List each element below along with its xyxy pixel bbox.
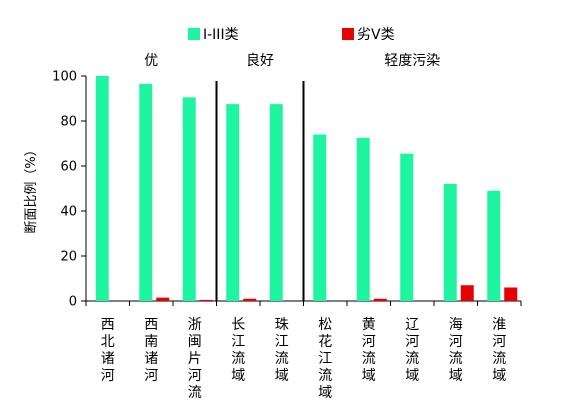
bar-class-1-3 <box>487 190 501 301</box>
y-axis-label: 断面比例（%） <box>24 143 39 233</box>
x-category-label: 流 <box>405 351 419 367</box>
x-category-label: 域 <box>362 368 376 384</box>
legend-label: I-III类 <box>203 27 239 43</box>
x-category-label: 江 <box>275 334 289 350</box>
y-tick-label: 80 <box>60 115 77 130</box>
y-tick-label: 60 <box>60 160 77 175</box>
x-category-label: 南 <box>144 334 158 350</box>
group-label: 轻度污染 <box>384 53 440 69</box>
x-category-label: 北 <box>101 334 115 350</box>
x-category-label: 河 <box>101 368 115 384</box>
bar-class-1-3 <box>313 134 327 301</box>
x-category-label: 诸 <box>144 351 158 367</box>
x-category-label: 域 <box>318 385 332 401</box>
bar-class-1-3 <box>182 97 196 301</box>
x-category-label: 河 <box>362 334 376 350</box>
x-category-label: 流 <box>362 351 376 367</box>
x-category-label: 域 <box>492 368 506 384</box>
y-tick-label: 20 <box>60 250 77 265</box>
x-category-label: 松 <box>318 317 332 333</box>
x-category-label: 河 <box>405 334 419 350</box>
bar-class-1-3 <box>95 76 109 301</box>
x-category-label: 河 <box>449 334 463 350</box>
bar-class-1-3 <box>226 104 240 301</box>
y-tick-label: 40 <box>60 205 77 220</box>
x-category-label: 辽 <box>405 317 419 333</box>
y-tick-label: 100 <box>52 70 77 85</box>
group-label: 优 <box>144 53 158 69</box>
bar-class-1-3 <box>400 153 414 301</box>
x-category-label: 江 <box>318 351 332 367</box>
bar-class-1-3 <box>269 104 283 301</box>
x-category-label: 域 <box>449 368 463 384</box>
x-category-label: 海 <box>449 317 463 333</box>
x-category-label: 淮 <box>492 317 506 333</box>
x-category-label: 浙 <box>188 317 202 333</box>
x-category-label: 闽 <box>188 334 202 350</box>
bar-class-worse-5 <box>199 299 213 301</box>
legend-swatch <box>188 28 200 40</box>
x-category-label: 河 <box>144 368 158 384</box>
x-category-label: 西 <box>144 317 158 333</box>
x-category-label: 花 <box>318 334 332 350</box>
y-tick-label: 0 <box>69 295 77 310</box>
group-label: 良好 <box>246 53 274 69</box>
x-category-label: 江 <box>231 334 245 350</box>
bar-class-worse-5 <box>373 298 387 301</box>
bar-class-worse-5 <box>504 287 518 301</box>
x-category-label: 珠 <box>275 317 289 333</box>
x-category-label: 流 <box>275 351 289 367</box>
bar-class-worse-5 <box>156 297 170 301</box>
x-category-label: 域 <box>231 368 245 384</box>
x-category-label: 西 <box>101 317 115 333</box>
x-category-label: 域 <box>275 368 289 384</box>
x-category-label: 流 <box>492 351 506 367</box>
bar-class-1-3 <box>139 83 153 301</box>
x-category-label: 流 <box>188 385 202 401</box>
x-category-label: 流 <box>231 351 245 367</box>
bar-class-1-3 <box>443 184 457 301</box>
x-category-label: 河 <box>492 334 506 350</box>
legend-label: 劣V类 <box>357 27 395 43</box>
x-category-label: 流 <box>449 351 463 367</box>
x-category-label: 黄 <box>362 316 376 333</box>
x-category-label: 诸 <box>101 351 115 367</box>
bar-class-worse-5 <box>243 298 257 301</box>
bar-class-1-3 <box>356 137 370 301</box>
x-category-label: 流 <box>318 368 332 384</box>
x-category-label: 河 <box>188 368 202 384</box>
bar-class-worse-5 <box>460 285 474 301</box>
x-category-label: 长 <box>231 317 245 333</box>
legend-swatch <box>342 28 354 40</box>
x-category-label: 片 <box>188 351 202 367</box>
x-category-label: 域 <box>405 368 419 384</box>
